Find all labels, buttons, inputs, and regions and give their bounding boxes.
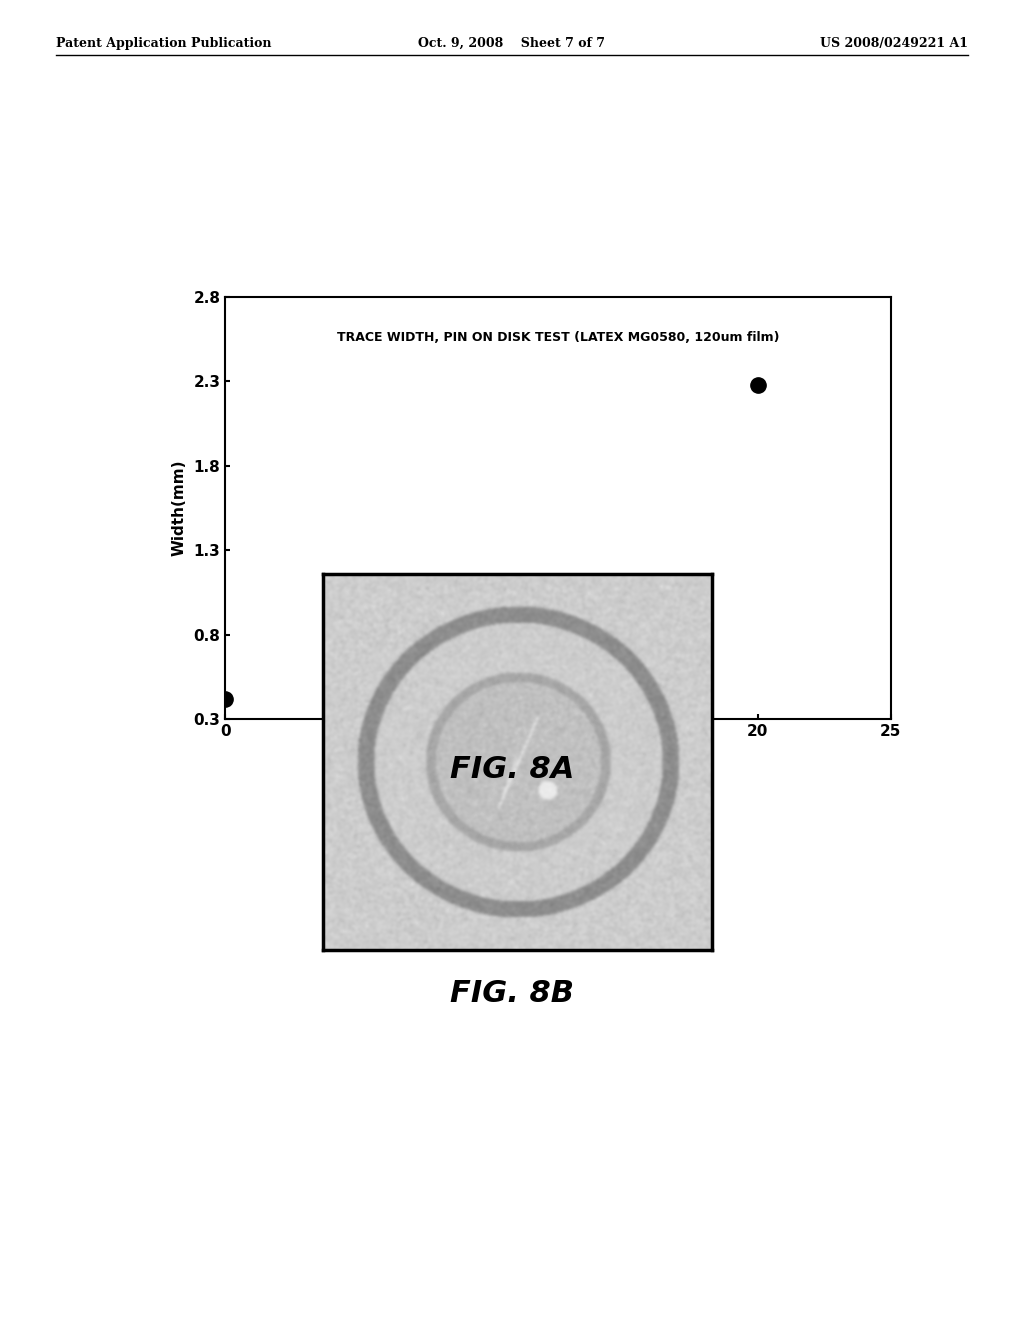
Point <box>350 644 367 665</box>
Text: FIG. 8B: FIG. 8B <box>450 979 574 1008</box>
Point <box>750 375 766 396</box>
Text: TRACE WIDTH, PIN ON DISK TEST (LATEX MG0580, 120um film): TRACE WIDTH, PIN ON DISK TEST (LATEX MG0… <box>337 331 779 343</box>
Text: FIG. 8A: FIG. 8A <box>450 755 574 784</box>
Point <box>483 624 500 645</box>
X-axis label: HNT conc. in the film, (wt%): HNT conc. in the film, (wt%) <box>438 746 678 762</box>
Y-axis label: Width(mm): Width(mm) <box>171 459 186 557</box>
Point <box>217 689 233 710</box>
Text: Oct. 9, 2008    Sheet 7 of 7: Oct. 9, 2008 Sheet 7 of 7 <box>419 37 605 50</box>
Text: US 2008/0249221 A1: US 2008/0249221 A1 <box>819 37 968 50</box>
Text: Patent Application Publication: Patent Application Publication <box>56 37 271 50</box>
